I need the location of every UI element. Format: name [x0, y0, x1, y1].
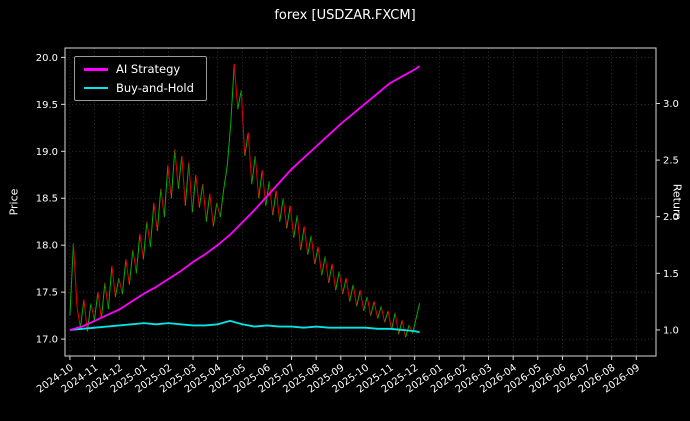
y-tick-label-right: 1.0	[663, 325, 679, 336]
y-tick-label-right: 2.0	[663, 212, 679, 223]
chart-title: forex [USDZAR.FXCM]	[274, 8, 416, 23]
legend-label-ai-strategy: AI Strategy	[116, 62, 181, 76]
y-tick-label-right: 3.0	[663, 99, 679, 110]
legend-label-buy-and-hold: Buy-and-Hold	[116, 80, 194, 95]
legend-item-ai-strategy: AI Strategy	[84, 63, 194, 76]
y-tick-label-left: 17.5	[36, 288, 58, 299]
buy-and-hold-line	[69, 319, 420, 334]
legend-item-buy-and-hold: Buy-and-Hold	[84, 80, 194, 95]
y-tick-label-left: 18.0	[36, 241, 58, 252]
legend: AI Strategy Buy-and-Hold	[74, 56, 207, 102]
buy-and-hold-line-swatch	[84, 86, 108, 90]
y-tick-label-left: 19.0	[36, 147, 58, 158]
y-tick-label-right: 2.5	[663, 156, 679, 167]
y-tick-label-right: 1.5	[663, 269, 679, 280]
y-tick-label-left: 17.0	[36, 335, 58, 346]
ai-strategy-line	[69, 65, 421, 331]
y-tick-label-left: 20.0	[36, 53, 58, 64]
y-tick-label-left: 18.5	[36, 194, 58, 205]
y-tick-label-left: 19.5	[36, 100, 58, 111]
ai-strategy-line-swatch	[84, 68, 108, 71]
price-series	[69, 63, 421, 338]
